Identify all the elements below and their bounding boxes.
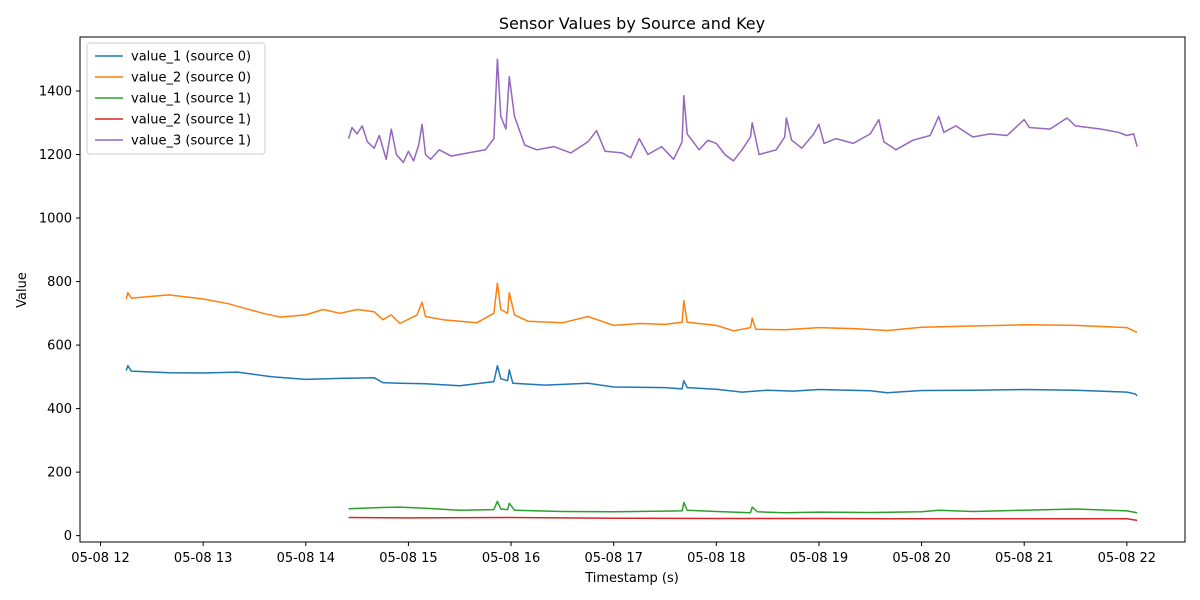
x-tick-label: 05-08 19 [790, 551, 848, 566]
y-tick-label: 0 [64, 529, 72, 544]
x-axis: 05-08 12 05-08 13 05-08 14 05-08 15 05-08 16… [71, 542, 1156, 566]
y-tick-label: 400 [47, 402, 72, 417]
chart-title: Sensor Values by Source and Key [499, 14, 765, 33]
x-tick-label: 05-08 20 [892, 551, 950, 566]
x-tick-label: 05-08 17 [584, 551, 642, 566]
y-axis: 0 200 400 600 800 1000 1200 1400 [39, 84, 80, 544]
legend: value_1 (source 0) value_2 (source 0) valu… [86, 42, 266, 155]
legend-label-4: value_3 (source 1) [131, 134, 251, 149]
x-tick-label: 05-08 12 [71, 551, 129, 566]
x-tick-label: 05-08 18 [687, 551, 745, 566]
legend-label-1: value_2 (source 0) [131, 71, 251, 86]
y-tick-label: 800 [47, 275, 72, 290]
x-tick-label: 05-08 22 [1098, 551, 1156, 566]
x-tick-label: 05-08 16 [482, 551, 540, 566]
plot-frame [79, 36, 1186, 543]
series-line-2 [348, 500, 1138, 514]
legend-label-2: value_1 (source 1) [131, 92, 251, 107]
legend-label-3: value_2 (source 1) [131, 113, 251, 128]
y-tick-label: 1200 [39, 148, 72, 163]
series-layer [125, 58, 1138, 522]
y-tick-label: 200 [47, 466, 72, 481]
legend-box [86, 42, 266, 155]
y-tick-label: 1000 [39, 212, 72, 227]
x-tick-label: 05-08 15 [379, 551, 437, 566]
y-axis-label: Value [15, 272, 30, 308]
series-line-4 [347, 58, 1138, 164]
x-tick-label: 05-08 21 [995, 551, 1053, 566]
y-tick-label: 1400 [39, 84, 72, 99]
series-line-0 [125, 364, 1138, 397]
series-line-3 [348, 516, 1138, 522]
series-line-1 [125, 282, 1138, 334]
x-tick-label: 05-08 13 [174, 551, 232, 566]
y-tick-label: 600 [47, 339, 72, 354]
x-tick-label: 05-08 14 [277, 551, 335, 566]
legend-label-0: value_1 (source 0) [131, 50, 251, 65]
x-axis-label: Timestamp (s) [584, 571, 679, 586]
